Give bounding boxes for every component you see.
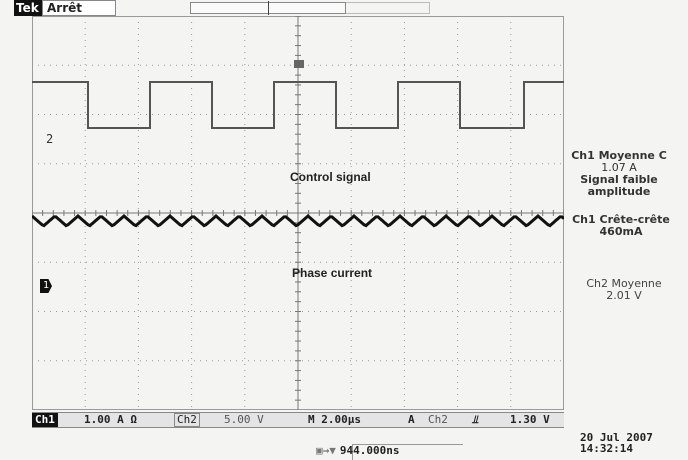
date-text: 20 Jul 2007	[580, 431, 653, 444]
position-box	[352, 444, 463, 460]
trigger-mode[interactable]: A	[408, 413, 415, 426]
trigger-position-marker	[294, 60, 304, 68]
settings-bar: Ch1 1.00 A Ω Ch2 5.00 V M 2.00µs A Ch2 ⫫…	[32, 412, 564, 428]
record-view-box	[346, 2, 430, 14]
position-value: 944.000ns	[339, 444, 400, 457]
horizontal-position[interactable]: ▣→▼ 944.000ns	[316, 444, 399, 457]
measurement-value: 2.01 V	[606, 289, 642, 302]
rising-edge-icon[interactable]: ⫫	[472, 413, 479, 426]
ch2-ground-marker: 2	[46, 132, 54, 146]
acquisition-state[interactable]: Arrêt	[42, 0, 116, 16]
oscilloscope-screen[interactable]: 2 1 Control signal Phase current	[31, 15, 565, 410]
measurement-ch1-mean: Ch1 Moyenne C 1.07 A Signal faible ampli…	[550, 150, 688, 198]
control-signal-trace	[32, 81, 564, 129]
measurement-ch1-peak: Ch1 Crête-crête 460mA	[554, 214, 688, 238]
status-bar: Tek Arrêt	[8, 0, 564, 16]
measurement-title: Ch2 Moyenne	[586, 277, 662, 290]
measurement-ch2-mean: Ch2 Moyenne 2.01 V	[560, 278, 688, 302]
ch1-scale[interactable]: 1.00 A Ω	[84, 413, 137, 426]
measurement-note: Signal faible amplitude	[580, 173, 658, 198]
measurement-value: 1.07 A	[601, 161, 637, 174]
trigger-level[interactable]: 1.30 V	[510, 413, 550, 426]
timestamp: 20 Jul 2007 14:32:14	[580, 432, 653, 454]
phase-current-label: Phase current	[292, 266, 373, 280]
phase-current-trace	[31, 214, 565, 228]
ch1-button[interactable]: Ch1	[32, 413, 58, 427]
trigger-position-icon: ▣→▼	[316, 444, 336, 457]
measurement-title: Ch1 Moyenne C	[571, 149, 667, 162]
measurement-title: Ch1 Crête-crête	[572, 213, 670, 226]
control-signal-label: Control signal	[290, 170, 371, 184]
ch1-ground-marker: 1	[40, 279, 52, 293]
record-position-bar	[190, 1, 346, 15]
brand-logo: Tek	[14, 0, 42, 16]
waveform-display	[31, 15, 565, 410]
ch2-scale[interactable]: 5.00 V	[224, 413, 264, 426]
timebase[interactable]: M 2.00µs	[308, 413, 361, 426]
ch2-button[interactable]: Ch2	[174, 413, 200, 427]
trigger-channel[interactable]: Ch2	[428, 413, 448, 426]
measurement-value: 460mA	[599, 225, 643, 238]
time-text: 14:32:14	[580, 442, 633, 455]
